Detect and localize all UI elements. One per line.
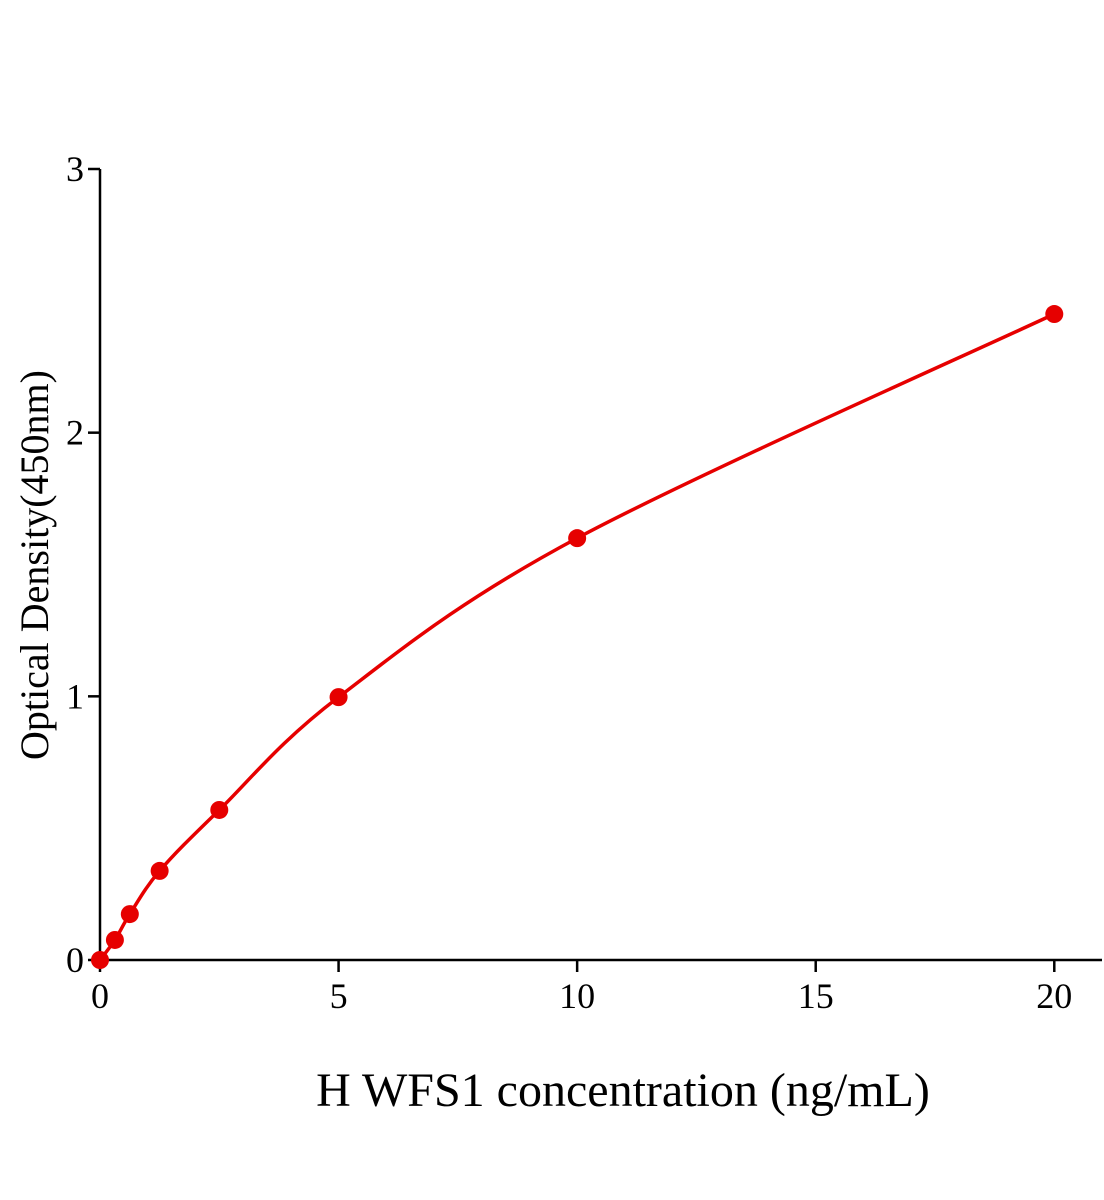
x-tick-label: 15 xyxy=(798,976,834,1016)
x-tick-label: 5 xyxy=(330,976,348,1016)
y-tick-label: 2 xyxy=(66,413,84,453)
fit-curve xyxy=(98,312,1056,962)
data-point xyxy=(105,930,124,949)
data-point xyxy=(120,905,139,924)
data-point xyxy=(91,951,109,969)
data-point xyxy=(329,688,348,707)
data-point xyxy=(1045,305,1064,324)
data-point xyxy=(568,529,587,548)
x-tick-label: 0 xyxy=(91,976,109,1016)
data-point xyxy=(210,800,229,819)
x-tick-label: 20 xyxy=(1036,976,1072,1016)
y-tick-label: 1 xyxy=(66,676,84,716)
data-point xyxy=(150,861,169,880)
x-axis-label: H WFS1 concentration (ng/mL) xyxy=(316,1064,930,1117)
y-tick-label: 3 xyxy=(66,149,84,189)
y-tick-label: 0 xyxy=(66,940,84,980)
y-axis-label: Optical Density(450nm) xyxy=(12,370,57,760)
x-tick-label: 10 xyxy=(559,976,595,1016)
